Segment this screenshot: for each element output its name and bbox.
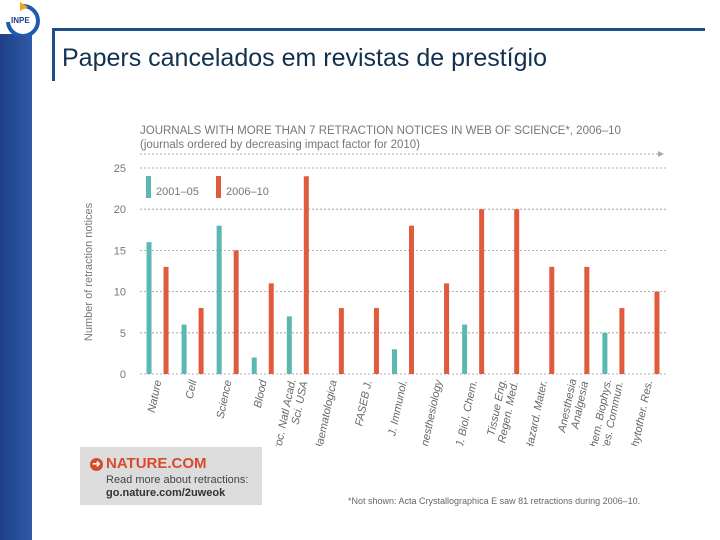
retractions-bar-chart: JOURNALS WITH MORE THAN 7 RETRACTION NOT…	[83, 125, 666, 446]
bar-2006-10-9	[479, 209, 485, 374]
bar-2006-10-10	[514, 209, 520, 374]
y-tick-labels: 0 5 10 15 20 25	[114, 163, 126, 381]
chart-title: JOURNALS WITH MORE THAN 7 RETRACTION NOT…	[140, 125, 621, 137]
x-tick-2: Science	[215, 379, 235, 420]
x-tick-11: J. Hazard. Mater.	[521, 379, 550, 446]
bars	[146, 176, 660, 374]
bar-2001-05-2	[216, 225, 222, 374]
x-tick-line-9-0: J. Biol. Chem.	[454, 379, 480, 446]
x-tick-0: Nature	[146, 379, 165, 414]
x-tick-line-8-0: Anesthesiology	[417, 377, 445, 446]
bar-2006-10-5	[338, 308, 344, 374]
promo-text: Read more about retractions:	[106, 474, 249, 486]
promo-link[interactable]: go.nature.com/2uweok	[106, 487, 226, 499]
x-tick-labels: Nature Cell Science Blood Proc. Natl Acad.Sc…	[146, 377, 656, 446]
x-tick-line-11-0: J. Hazard. Mater.	[521, 379, 550, 446]
x-tick-1: Cell	[184, 378, 200, 400]
bar-2006-10-2	[233, 250, 239, 374]
inpe-logo: INPE	[6, 2, 40, 36]
y-tick-0: 0	[120, 369, 126, 381]
bar-2001-05-4	[286, 316, 292, 374]
x-tick-14: Phytother. Res.	[628, 379, 655, 446]
bar-2001-05-9	[462, 324, 468, 374]
bar-2001-05-3	[251, 357, 257, 374]
bar-2006-10-11	[549, 266, 555, 374]
y-tick-25: 25	[114, 163, 126, 175]
bar-2006-10-8	[444, 283, 450, 374]
logo-text: INPE	[11, 16, 30, 25]
legend-swatch-0	[146, 176, 151, 198]
x-tick-6: FASEB J.	[353, 379, 374, 427]
bar-2001-05-0	[146, 242, 152, 374]
left-accent-bar	[0, 34, 32, 540]
bar-2006-10-7	[409, 225, 414, 374]
x-tick-line-14-0: Phytother. Res.	[628, 379, 655, 446]
x-tick-line-5-0: Haematologica	[313, 379, 340, 446]
title-frame	[52, 28, 705, 81]
bar-2006-10-3	[268, 283, 274, 374]
bar-2001-05-1	[181, 324, 187, 374]
legend-swatch-1	[216, 176, 221, 198]
bar-2006-10-14	[654, 291, 660, 374]
legend: 2001–05 2006–10	[146, 176, 269, 198]
x-tick-8: Anesthesiology	[417, 377, 445, 446]
y-axis-label: Number of retraction notices	[83, 202, 95, 341]
chart-footnote: *Not shown: Acta Crystallographica E saw…	[348, 496, 641, 506]
x-tick-3: Blood	[252, 378, 270, 409]
y-tick-20: 20	[114, 204, 126, 216]
arrow-right-icon: ➜	[90, 458, 103, 471]
x-tick-10: Tissue Eng.Regen. Med.	[485, 378, 521, 445]
bar-2006-10-13	[619, 308, 625, 374]
bar-2006-10-12	[584, 266, 590, 374]
x-tick-line-7-0: J. Immunol.	[386, 379, 410, 438]
order-arrow-head	[658, 151, 664, 157]
y-tick-10: 10	[114, 287, 126, 299]
legend-label-1: 2006–10	[226, 186, 269, 198]
nature-promo-box: ➜ NATURE.COM Read more about retractions:…	[80, 447, 262, 505]
promo-site: NATURE.COM	[106, 455, 207, 472]
x-tick-line-2-0: Science	[215, 379, 235, 420]
bar-2006-10-6	[373, 308, 379, 374]
x-tick-4: Proc. Natl Acad.Sci. USA	[271, 378, 311, 446]
bar-2006-10-4	[303, 176, 309, 374]
x-tick-5: Haematologica	[313, 379, 340, 446]
x-tick-line-1-0: Cell	[184, 378, 200, 400]
slide-title: Papers cancelados em revistas de prestíg…	[62, 44, 547, 72]
x-tick-7: J. Immunol.	[386, 379, 410, 438]
y-tick-15: 15	[114, 245, 126, 257]
x-tick-line-6-0: FASEB J.	[353, 379, 374, 427]
promo-header: ➜ NATURE.COM	[90, 455, 207, 472]
x-tick-13: Biochem. Biophys.Res. Commun.	[584, 378, 626, 446]
legend-label-0: 2001–05	[156, 186, 199, 198]
bar-2001-05-13	[602, 332, 608, 374]
y-tick-5: 5	[120, 328, 126, 340]
x-tick-line-0-0: Nature	[146, 379, 165, 414]
chart-subtitle: (journals ordered by decreasing impact f…	[140, 139, 420, 151]
bar-2006-10-1	[198, 308, 204, 374]
bar-2001-05-7	[392, 349, 397, 374]
x-tick-9: J. Biol. Chem.	[454, 379, 480, 446]
bar-2006-10-0	[163, 266, 169, 374]
x-tick-line-3-0: Blood	[252, 378, 270, 409]
